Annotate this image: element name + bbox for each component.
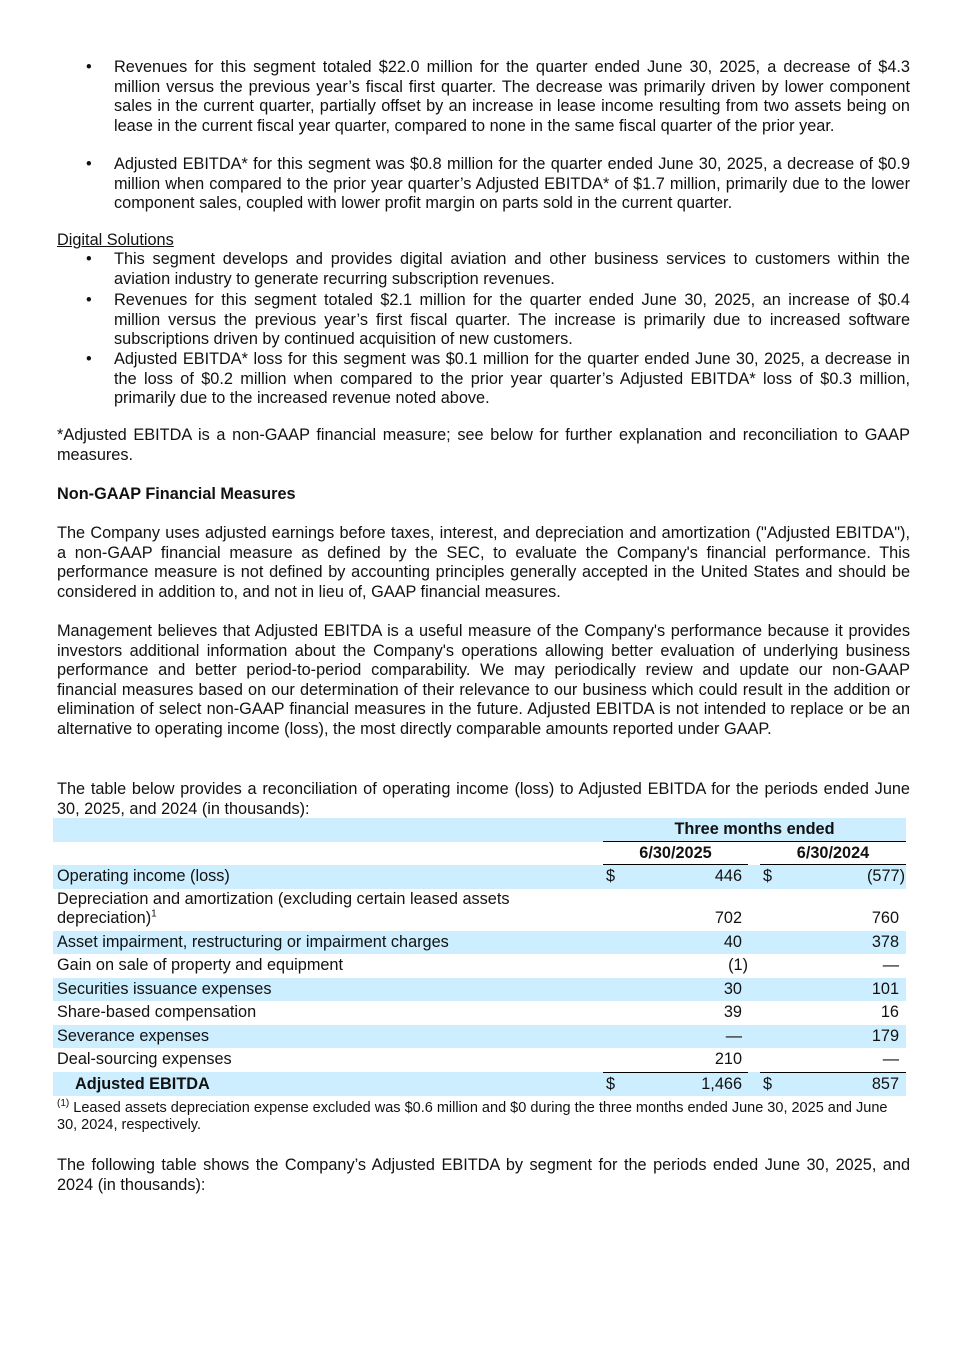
table-row: Securities issuance expenses 30 101 (53, 977, 906, 1001)
table-total-row: Adjusted EBITDA $ 1,466 $ 857 (53, 1071, 906, 1096)
bullet-item: • Revenues for this segment totaled $22.0… (86, 58, 910, 135)
bullet-item: • Adjusted EBITDA* loss for this segment … (86, 350, 910, 407)
column-header: 6/30/2025 (639, 843, 712, 862)
bullet-item: • Revenues for this segment totaled $2.1 … (86, 291, 910, 348)
table-row: Operating income (loss) $ $446 (577) (53, 865, 906, 889)
table-row: Depreciation and amortization (excluding… (53, 889, 906, 931)
value-2024: 378 (871, 932, 899, 951)
value-2025: 210 (714, 1050, 742, 1068)
asterisk-note: *Adjusted EBITDA is a non-GAAP financial… (57, 426, 910, 464)
value-2025: 30 (723, 979, 742, 998)
table-row: Gain on sale of property and equipment (1… (53, 954, 906, 978)
column-group-header: Three months ended (674, 820, 835, 838)
table-row: Severance expenses —179 (53, 1024, 906, 1048)
table-row: Deal-sourcing expenses 210— (53, 1048, 906, 1072)
bullet-item: • Adjusted EBITDA* for this segment was $… (86, 155, 910, 212)
section-heading: Non-GAAP Financial Measures (57, 485, 296, 503)
value-2024: 760 (871, 909, 899, 927)
table-row: Asset impairment, restructuring or impai… (53, 930, 906, 954)
paragraph: Management believes that Adjusted EBITDA… (57, 622, 910, 738)
value-2024: 179 (871, 1026, 899, 1045)
paragraph: The Company uses adjusted earnings befor… (57, 524, 910, 601)
table-row: Share-based compensation 39 16 (53, 1001, 906, 1025)
table-footnote: (1) Leased assets depreciation expense e… (57, 1098, 888, 1133)
paragraph: The table below provides a reconciliatio… (57, 780, 910, 818)
value-2024: (577) (866, 867, 905, 885)
paragraph: The following table shows the Company’s … (57, 1156, 910, 1194)
column-header: 6/30/2024 (796, 843, 870, 862)
bullet-item: • This segment develops and provides digi… (86, 250, 910, 288)
reconciliation-table: Three months ended 6/30/2025 6/30/2024 O… (53, 818, 906, 1096)
value-2024: — (882, 1050, 899, 1068)
section-heading: Digital Solutions (57, 231, 174, 249)
value-2024: — (882, 956, 899, 974)
table-header-row: 6/30/2025 6/30/2024 (53, 842, 906, 865)
value-2025: (1) (728, 956, 748, 974)
value-2024: 101 (871, 979, 899, 998)
value-2025: 39 (723, 1003, 742, 1021)
value-2025: 702 (714, 909, 742, 927)
value-2025: 40 (723, 932, 742, 951)
value-2025: 446 (714, 867, 742, 885)
table-header-row: Three months ended (53, 818, 906, 842)
value-2024: 16 (880, 1003, 899, 1021)
value-2025: — (725, 1026, 742, 1045)
